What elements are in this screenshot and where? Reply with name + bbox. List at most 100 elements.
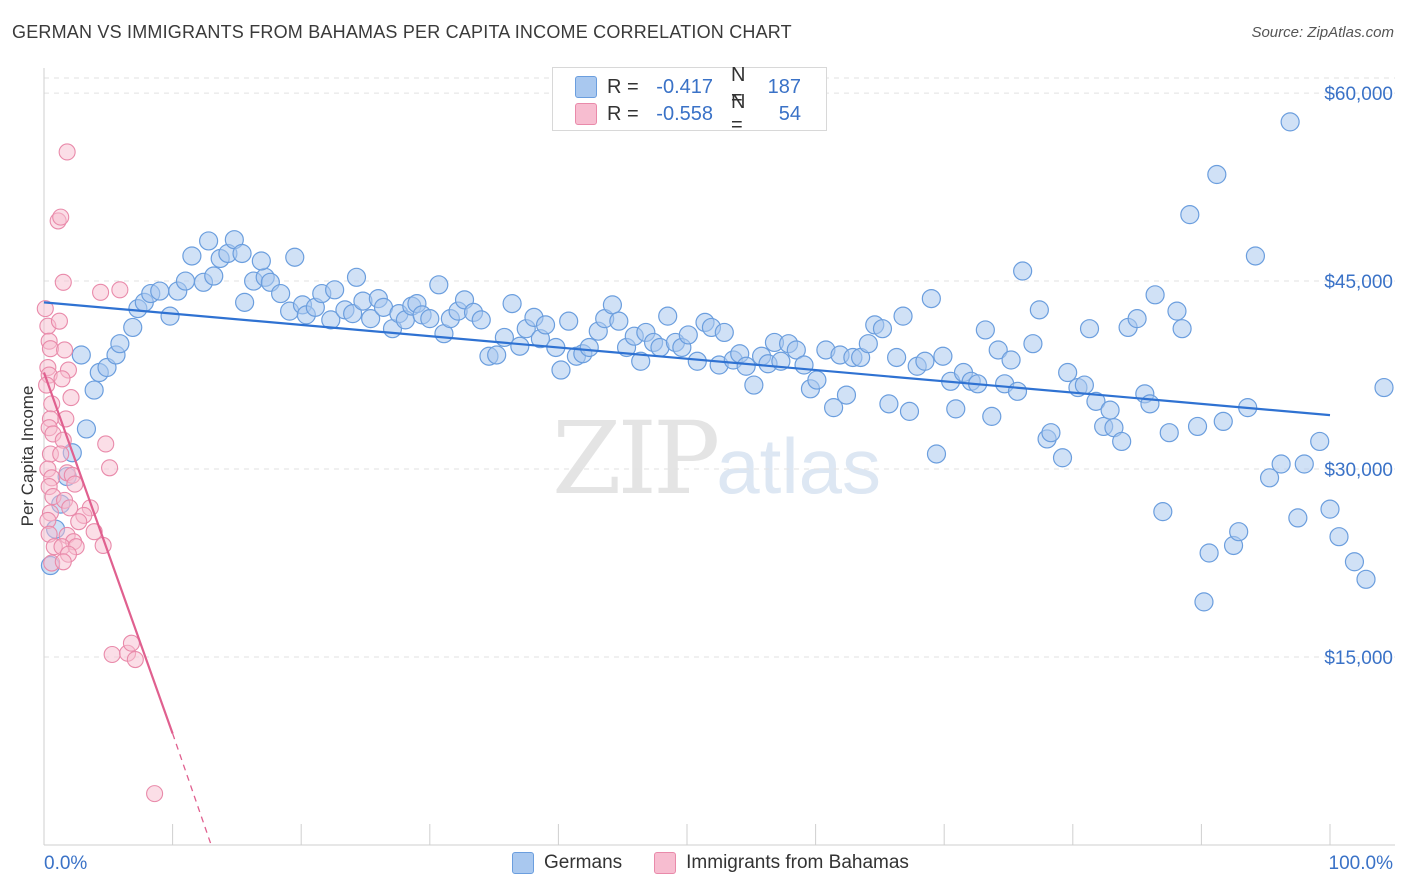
german-point	[535, 315, 556, 335]
german-point	[988, 340, 1008, 360]
german-point	[1159, 423, 1179, 443]
y-axis-label: Per Capita Income	[18, 385, 37, 527]
german-point	[235, 292, 255, 312]
watermark: ZIPatlas	[552, 400, 881, 517]
german-point	[933, 346, 953, 366]
n-value: 187	[767, 75, 801, 98]
german-point	[1294, 454, 1314, 474]
bahamas-point	[52, 208, 70, 226]
n-label: N =	[731, 91, 746, 136]
german-point	[251, 251, 271, 271]
german-point	[1187, 416, 1208, 437]
series-legend: Germans Immigrants from Bahamas	[512, 852, 941, 874]
german-point	[420, 309, 440, 329]
bahamas-point	[50, 312, 68, 330]
german-point	[487, 345, 507, 365]
german-point	[285, 247, 305, 267]
german-point	[160, 306, 180, 326]
german-point	[1127, 309, 1147, 329]
german-point	[678, 325, 698, 345]
bahamas-point	[53, 370, 71, 388]
german-point	[1213, 411, 1233, 432]
r-value: -0.417	[656, 75, 713, 98]
german-point	[887, 347, 907, 368]
german-point	[609, 311, 629, 331]
bahamas-swatch	[575, 103, 597, 125]
german-point	[1112, 431, 1132, 452]
german-point	[807, 370, 827, 390]
german-point	[786, 340, 806, 360]
y-tick-label: $60,000	[1324, 84, 1393, 105]
german-point	[1013, 261, 1033, 281]
bahamas-point	[56, 341, 74, 359]
german-point	[551, 360, 571, 380]
german-point	[1320, 499, 1340, 519]
german-point	[893, 306, 913, 326]
watermark-atlas: atlas	[716, 422, 882, 510]
bahamas-point	[111, 281, 129, 299]
bahamas-point	[52, 445, 70, 463]
german-point	[1229, 522, 1249, 542]
x-tick-label-min: 0.0%	[44, 853, 87, 874]
german-point	[429, 275, 449, 295]
german-point	[343, 304, 363, 324]
german-point	[1172, 319, 1192, 339]
german-point	[123, 317, 143, 338]
german-point	[736, 356, 756, 376]
german-point	[1180, 205, 1200, 225]
german-point	[110, 334, 130, 354]
bahamas-point	[61, 499, 79, 517]
german-point	[982, 406, 1002, 426]
german-point	[1023, 334, 1043, 354]
german-point	[559, 311, 579, 331]
bahamas-point	[58, 143, 76, 161]
german-point	[926, 444, 947, 464]
german-point	[361, 309, 381, 329]
german-point	[175, 271, 196, 291]
german-point	[879, 394, 899, 414]
german-point	[899, 401, 920, 421]
germans-legend-swatch	[512, 852, 534, 874]
german-point	[858, 334, 878, 354]
german-point	[579, 337, 599, 358]
german-point	[150, 281, 170, 301]
german-point	[1288, 508, 1308, 528]
source-label: Source: ZipAtlas.com	[1251, 24, 1394, 41]
german-point	[1086, 391, 1106, 411]
legend-item-bahamas: Immigrants from Bahamas	[654, 852, 909, 874]
german-point	[84, 380, 104, 400]
bahamas-point	[97, 435, 115, 453]
german-point	[1245, 246, 1266, 266]
german-point	[182, 246, 202, 266]
german-point	[1029, 300, 1049, 320]
german-point	[204, 266, 224, 286]
german-point	[510, 336, 530, 356]
german-point	[794, 355, 814, 375]
german-point	[1140, 394, 1160, 414]
german-point	[744, 375, 764, 395]
german-point	[1310, 431, 1330, 452]
german-point	[199, 231, 219, 251]
german-point	[1207, 164, 1227, 185]
german-point	[1194, 592, 1214, 612]
german-point	[1344, 552, 1365, 572]
stats-row-bahamas: R = -0.558 N = 54	[575, 91, 801, 136]
german-point	[346, 267, 367, 287]
bahamas-point	[41, 340, 59, 358]
stats-legend: R = -0.417 N = 187 R = -0.558 N = 54	[552, 64, 827, 136]
german-point	[1329, 527, 1349, 547]
german-point	[1145, 285, 1165, 305]
stats-row-germans: R = -0.417 N = 187	[575, 64, 801, 109]
legend-label-germans: Germans	[544, 852, 623, 873]
german-point	[631, 351, 651, 371]
n-label: N =	[731, 64, 746, 109]
bahamas-trend-extension	[171, 733, 212, 846]
german-point	[1374, 377, 1394, 398]
german-point	[1058, 362, 1078, 383]
german-point	[1079, 319, 1100, 339]
german-point	[471, 310, 491, 330]
germans-trend-line	[43, 301, 1331, 417]
bahamas-point	[122, 634, 140, 652]
german-point	[658, 306, 678, 326]
